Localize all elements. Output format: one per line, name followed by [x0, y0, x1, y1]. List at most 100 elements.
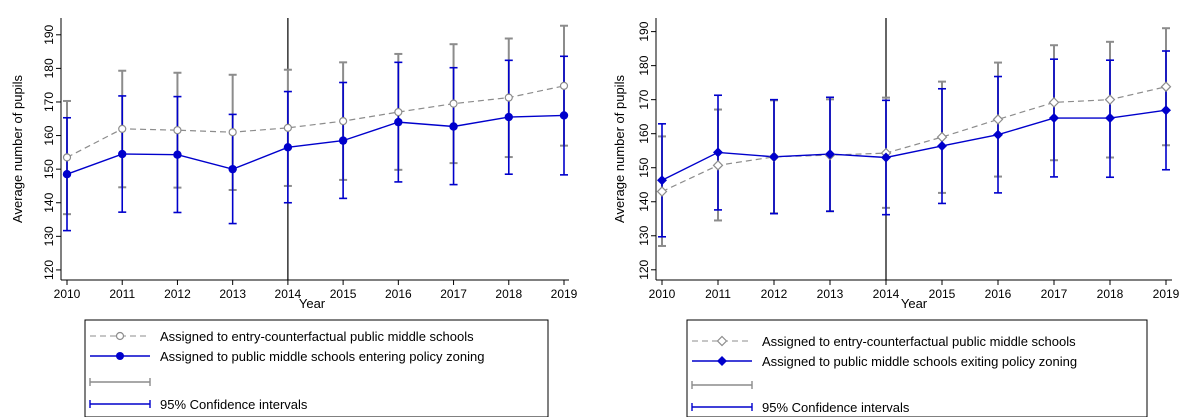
legend-label: 95% Confidence intervals [160, 397, 308, 412]
legend-entry: 95% Confidence intervals [89, 397, 308, 412]
series-markers [656, 81, 1172, 197]
data-point [173, 150, 182, 159]
y-tick-label: 140 [637, 191, 651, 211]
y-tick-label: 150 [637, 157, 651, 177]
y-tick-label: 170 [42, 92, 56, 112]
data-point [504, 93, 513, 102]
data-point [559, 111, 569, 120]
legend-label: Assigned to public middle schools enteri… [160, 349, 484, 364]
legend-marker-filled-diamond [717, 356, 727, 366]
x-tick-label: 2016 [385, 287, 412, 301]
legend: Assigned to entry-counterfactual public … [84, 319, 549, 417]
data-point [228, 164, 237, 174]
data-point [1105, 113, 1115, 124]
chart-panel-right: 2010 2011 2012 2013 2014 2015 2016 2017 2018 2019… [612, 18, 1180, 417]
data-point [62, 153, 72, 162]
legend-marker-hollow-circle [115, 331, 125, 341]
legend-entry [89, 378, 151, 386]
data-point [283, 123, 292, 132]
data-point [936, 131, 948, 143]
data-point [657, 175, 667, 186]
y-tick-labels: 120 130 140 150 160 170 180 190 [637, 21, 651, 280]
x-tick-label: 2017 [440, 287, 467, 301]
data-point [712, 159, 724, 171]
data-point [993, 129, 1003, 140]
data-point [937, 140, 947, 151]
series-lines [66, 85, 565, 175]
axes [651, 18, 1172, 285]
x-tick-label: 2011 [705, 287, 731, 301]
legend: Assigned to entry-counterfactual public … [686, 319, 1148, 417]
legend-entry: Assigned to public middle schools exitin… [692, 354, 1077, 369]
y-tick-label: 180 [42, 58, 56, 78]
x-tick-label: 2011 [109, 287, 135, 301]
legend-entry: Assigned to entry-counterfactual public … [90, 329, 474, 344]
data-point [173, 126, 182, 135]
legend-entry: 95% Confidence intervals [691, 400, 910, 415]
x-tick-label: 2017 [1041, 287, 1068, 301]
series-line-counterfactual [661, 86, 1167, 193]
y-tick-label: 160 [42, 125, 56, 145]
x-tick-label: 2014 [873, 287, 900, 301]
y-tick-label: 170 [637, 89, 651, 109]
x-tick-label: 2018 [1097, 287, 1124, 301]
series-markers [62, 81, 569, 179]
data-point [992, 114, 1004, 125]
legend-marker-filled-circle [116, 352, 124, 360]
y-axis-label: Average number of pupils [10, 75, 25, 223]
y-tick-label: 120 [42, 260, 56, 280]
x-tick-label: 2013 [219, 287, 246, 301]
y-tick-label: 190 [637, 21, 651, 41]
legend-marker-hollow-diamond [716, 335, 728, 347]
x-tick-label: 2012 [164, 287, 191, 301]
data-point [504, 112, 513, 122]
data-point [449, 122, 458, 131]
axes [56, 18, 569, 285]
data-point [825, 149, 835, 160]
data-point [118, 149, 127, 159]
x-tick-label: 2015 [929, 287, 956, 301]
legend-entry: Assigned to public middle schools enteri… [90, 349, 484, 364]
y-tick-label: 120 [637, 259, 651, 279]
data-point [283, 143, 293, 152]
y-tick-labels: 120 130 140 150 160 170 180 190 [42, 24, 56, 279]
legend-label: Assigned to public middle schools exitin… [762, 354, 1077, 369]
data-point [881, 152, 891, 163]
data-point [228, 128, 237, 137]
data-point [1049, 113, 1059, 124]
x-tick-label: 2016 [985, 287, 1012, 301]
x-tick-label: 2015 [330, 287, 357, 301]
series-line-treated [66, 114, 565, 175]
x-axis-label: Year [901, 296, 928, 311]
y-tick-label: 180 [637, 55, 651, 75]
series-lines [661, 86, 1167, 193]
data-point [769, 151, 779, 162]
y-tick-label: 130 [637, 225, 651, 245]
x-tick-label: 2018 [495, 287, 522, 301]
data-point [1160, 81, 1172, 93]
data-point [1104, 94, 1116, 106]
data-point [339, 117, 348, 126]
data-point [394, 107, 403, 117]
chart-panel-left: 2010 2011 2012 2013 2014 2015 2016 2017 2018 2019… [10, 18, 578, 417]
x-tick-label: 2012 [761, 287, 788, 301]
legend-entry: Assigned to entry-counterfactual public … [692, 334, 1076, 349]
x-tick-label: 2014 [275, 287, 302, 301]
legend-label: 95% Confidence intervals [762, 400, 910, 415]
x-tick-label: 2013 [817, 287, 844, 301]
data-point [62, 169, 72, 179]
data-point [713, 147, 723, 158]
data-point [118, 124, 127, 133]
y-tick-label: 160 [637, 123, 651, 143]
x-tick-labels: 2010 2011 2012 2013 2014 2015 2016 2017 2018 2019 [649, 287, 1180, 301]
confidence-intervals [658, 27, 1170, 247]
legend-entry [691, 381, 753, 389]
x-tick-label: 2010 [54, 287, 81, 301]
x-tick-label: 2019 [551, 287, 578, 301]
data-point [1161, 105, 1171, 116]
series-line-treated [661, 109, 1167, 181]
data-point [559, 81, 569, 90]
x-tick-label: 2019 [1153, 287, 1180, 301]
data-point [394, 117, 403, 127]
